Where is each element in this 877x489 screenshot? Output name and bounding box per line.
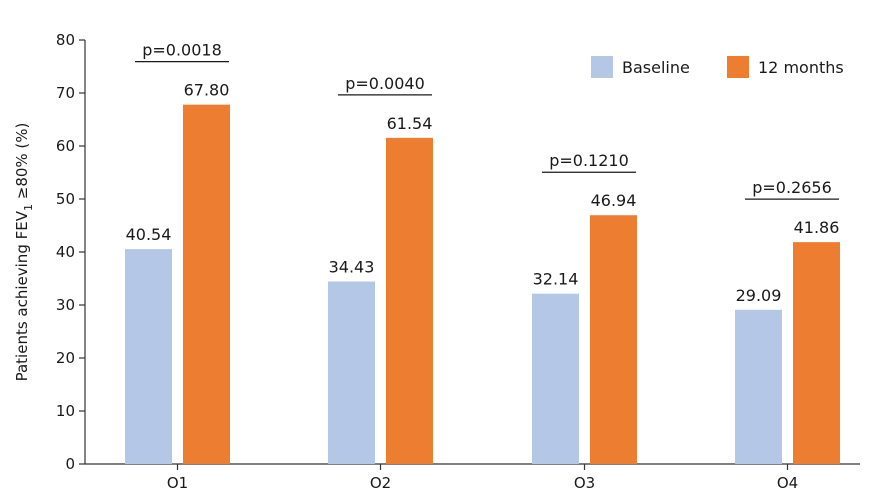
legend-swatch bbox=[591, 56, 613, 78]
data-labels: 40.54 67.80 34.43 61.54 32.14 46.94 29.09 41.86 bbox=[126, 81, 840, 305]
y-tick-label: 50 bbox=[56, 190, 75, 208]
y-axis-label-prefix: Patients achieving FEV bbox=[13, 210, 31, 381]
x-tick-label: O2 bbox=[370, 474, 391, 489]
y-tick-label: 40 bbox=[56, 243, 75, 261]
bar bbox=[328, 281, 375, 464]
bar bbox=[183, 104, 230, 464]
data-label: 46.94 bbox=[591, 191, 637, 210]
bar bbox=[532, 293, 579, 464]
axes: 0 10 20 30 40 50 60 70 80 O1 O2 O3 O4 bbox=[56, 31, 860, 489]
y-tick-label: 70 bbox=[56, 84, 75, 102]
data-label: 34.43 bbox=[329, 258, 375, 277]
bar bbox=[125, 249, 172, 464]
y-axis-label-suffix: ≥80% (%) bbox=[13, 123, 31, 204]
y-tick-label: 0 bbox=[65, 455, 75, 473]
p-value-label: p=0.0040 bbox=[345, 74, 425, 93]
data-label: 61.54 bbox=[387, 114, 433, 133]
p-value-label: p=0.2656 bbox=[752, 178, 832, 197]
y-tick-label: 20 bbox=[56, 349, 75, 367]
y-axis-label: Patients achieving FEV1 ≥80% (%) bbox=[13, 123, 35, 382]
bar bbox=[590, 215, 637, 464]
y-tick-label: 10 bbox=[56, 402, 75, 420]
bar bbox=[735, 309, 782, 464]
data-label: 41.86 bbox=[794, 218, 840, 237]
y-axis-label-subscript: 1 bbox=[22, 204, 35, 211]
x-tick-label: O4 bbox=[777, 474, 798, 489]
y-tick-label: 80 bbox=[56, 31, 75, 49]
x-tick-label: O3 bbox=[574, 474, 595, 489]
data-label: 40.54 bbox=[126, 225, 172, 244]
p-value-label: p=0.1210 bbox=[549, 151, 629, 170]
data-label: 32.14 bbox=[533, 270, 579, 289]
bars bbox=[125, 104, 840, 464]
legend-swatch bbox=[727, 56, 749, 78]
bar bbox=[793, 242, 840, 464]
p-value-label: p=0.0018 bbox=[142, 41, 222, 60]
p-value-annotations: p=0.0018 p=0.0040 p=0.1210 p=0.2656 bbox=[135, 41, 839, 200]
y-tick-label: 30 bbox=[56, 296, 75, 314]
bar bbox=[386, 137, 433, 464]
y-tick-label: 60 bbox=[56, 137, 75, 155]
legend: Baseline 12 months bbox=[591, 56, 844, 78]
data-label: 67.80 bbox=[184, 81, 230, 100]
legend-label: 12 months bbox=[758, 58, 844, 77]
data-label: 29.09 bbox=[736, 286, 782, 305]
x-tick-label: O1 bbox=[167, 474, 188, 489]
legend-label: Baseline bbox=[622, 58, 690, 77]
y-axis-title: Patients achieving FEV1 ≥80% (%) bbox=[13, 123, 35, 382]
